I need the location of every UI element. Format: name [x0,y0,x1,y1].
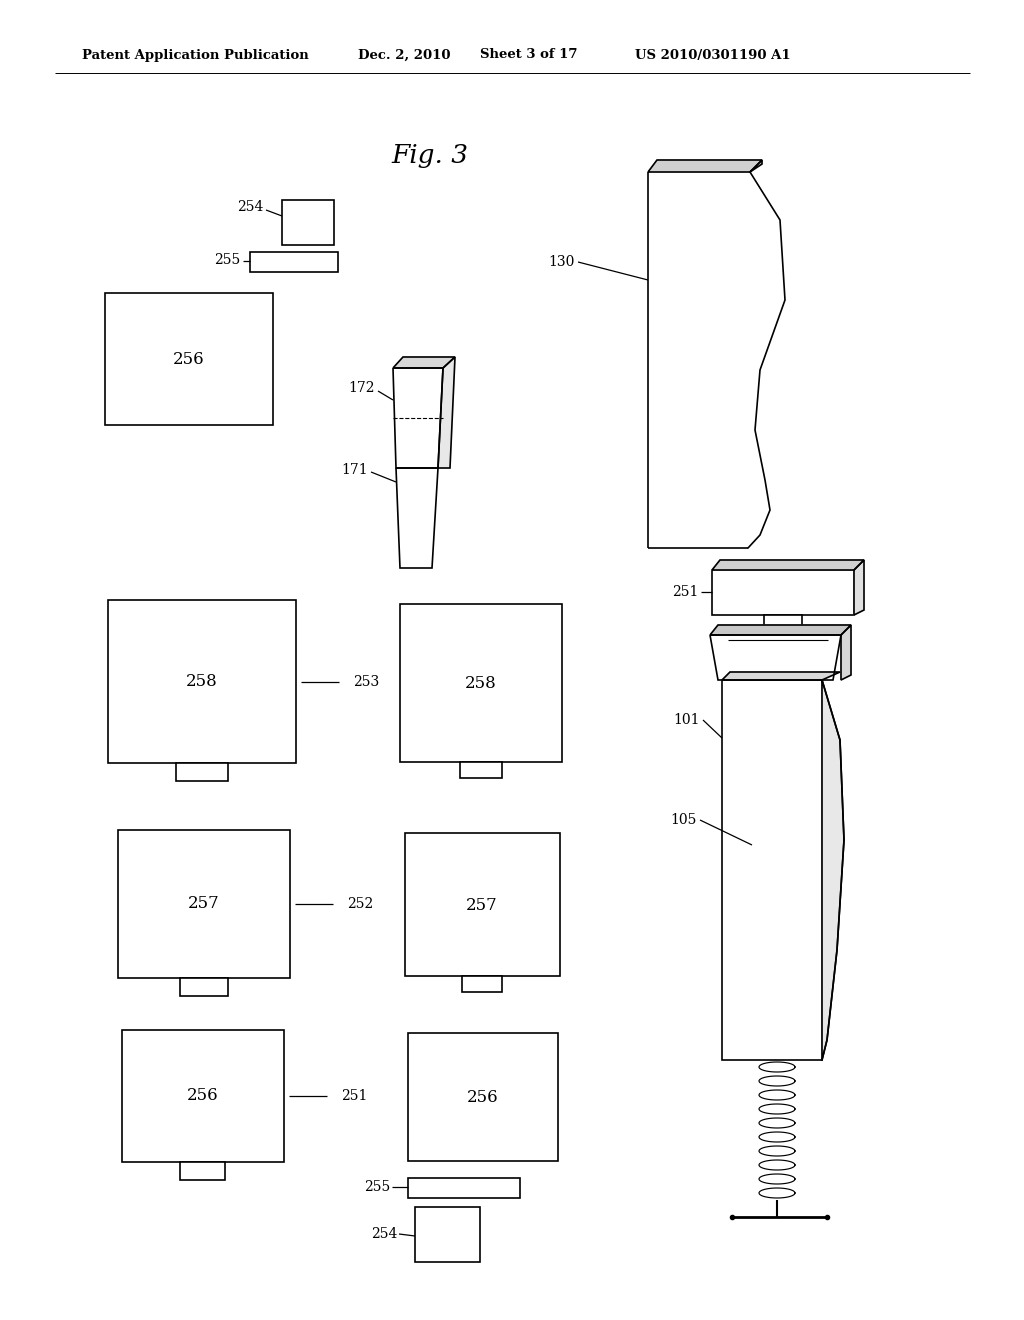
Text: 105: 105 [671,813,697,828]
Text: 255: 255 [364,1180,390,1195]
Bar [122,1030,284,1162]
Bar [180,1162,225,1180]
Text: US 2010/0301190 A1: US 2010/0301190 A1 [635,49,791,62]
Bar [460,762,502,777]
Text: Patent Application Publication: Patent Application Publication [82,49,309,62]
Bar [408,1177,520,1199]
Bar [250,252,338,272]
Bar [105,293,273,425]
Text: Sheet 3 of 17: Sheet 3 of 17 [480,49,578,62]
Bar [415,1206,480,1262]
Polygon shape [648,172,785,548]
Text: 254: 254 [371,1228,397,1241]
Polygon shape [841,624,851,680]
Bar [400,605,562,762]
Bar [282,201,334,246]
Bar [108,601,296,763]
Bar [712,570,854,615]
Polygon shape [438,356,455,469]
Text: 257: 257 [188,895,220,912]
Polygon shape [710,624,851,635]
Text: 172: 172 [348,381,375,395]
Bar [722,680,822,1060]
Polygon shape [393,368,443,469]
Text: 254: 254 [237,201,263,214]
Text: 255: 255 [214,253,240,267]
Text: 130: 130 [549,255,575,269]
Polygon shape [822,680,844,1060]
Bar [176,763,228,781]
Text: 251: 251 [672,585,698,599]
Bar [408,1034,558,1162]
Bar [118,830,290,978]
Text: 171: 171 [341,463,368,477]
Text: 252: 252 [347,898,374,911]
Polygon shape [750,160,762,172]
Text: 258: 258 [186,673,218,690]
Polygon shape [712,560,864,570]
Bar [406,833,560,975]
Polygon shape [722,672,840,680]
Bar [180,978,228,997]
Text: 257: 257 [466,896,498,913]
Bar [764,615,802,634]
Polygon shape [854,560,864,615]
Text: 101: 101 [674,713,700,727]
Text: 256: 256 [187,1088,219,1105]
Polygon shape [396,469,438,568]
Text: 253: 253 [353,675,379,689]
Text: Fig. 3: Fig. 3 [391,143,469,168]
Polygon shape [393,356,455,368]
Text: 251: 251 [341,1089,368,1104]
Text: Dec. 2, 2010: Dec. 2, 2010 [358,49,451,62]
Text: 256: 256 [467,1089,499,1106]
Text: 256: 256 [173,351,205,367]
Bar [462,975,502,993]
Polygon shape [648,160,762,172]
Text: 258: 258 [465,675,497,692]
Polygon shape [710,635,841,680]
